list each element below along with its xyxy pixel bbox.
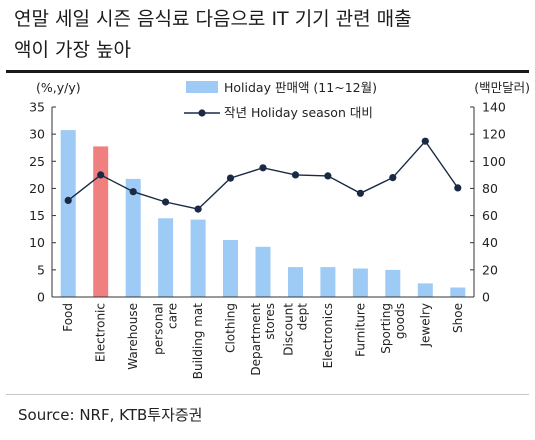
- line-point-furniture: [356, 189, 364, 197]
- right-tick-label: 80: [482, 181, 498, 196]
- bar-personal-care: [158, 218, 174, 297]
- x-tick-label: Clothing: [224, 303, 238, 353]
- x-tick-label: Electronic: [94, 303, 108, 362]
- x-tick-label: Warehouse: [126, 303, 140, 370]
- x-tick-label: Departmentstores: [249, 303, 277, 376]
- x-tick-label-line: Food: [61, 303, 75, 332]
- x-tick-label-line: goods: [393, 303, 407, 339]
- left-tick-label: 10: [29, 235, 45, 250]
- bar-warehouse: [125, 178, 141, 297]
- x-tick-label-line: Building mat: [191, 303, 205, 380]
- x-tick-label: Jewelry: [418, 303, 432, 348]
- left-tick-label: 25: [29, 154, 45, 169]
- bar-building-mat: [190, 219, 206, 297]
- x-tick-label-line: Electronic: [94, 303, 108, 362]
- line-point-department-stores: [259, 164, 267, 172]
- x-tick-label-line: Sporting: [379, 303, 393, 354]
- left-tick-label: 5: [37, 262, 45, 277]
- x-tick-label-line: Jewelry: [418, 303, 432, 348]
- left-tick-label: 15: [29, 208, 45, 223]
- source-note: Source: NRF, KTB투자증권: [18, 406, 203, 424]
- bar-clothing: [223, 240, 238, 297]
- title-divider: [6, 70, 529, 73]
- x-tick-label-line: stores: [263, 303, 277, 340]
- left-tick-label: 20: [29, 181, 45, 196]
- x-tick-label: Food: [61, 303, 75, 332]
- x-tick-label-line: dept: [296, 303, 310, 331]
- legend-bar-label: Holiday 판매액 (11~12월): [224, 80, 377, 95]
- x-tick-label: Building mat: [191, 303, 205, 380]
- bar-discount-dept: [288, 267, 303, 297]
- x-tick-label-line: Clothing: [224, 303, 238, 353]
- x-tick-label-line: Department: [249, 303, 263, 376]
- x-tick-label: personalcare: [152, 303, 180, 355]
- bar-food: [60, 130, 76, 297]
- line-point-electronic: [97, 171, 105, 179]
- line-point-sporting-goods: [389, 174, 397, 182]
- x-tick-label-line: care: [166, 303, 180, 329]
- line-point-food: [64, 196, 72, 204]
- bar-electronic: [93, 146, 109, 297]
- x-tick-label: Sportinggoods: [379, 303, 407, 354]
- x-tick-label: Discountdept: [282, 303, 310, 356]
- page-title: 연말 세일 시즌 음식료 다음으로 IT 기기 관련 매출 액이 가장 높아: [14, 4, 519, 66]
- title-line-1: 연말 세일 시즌 음식료 다음으로 IT 기기 관련 매출: [14, 8, 412, 30]
- x-tick-label: Shoe: [451, 303, 465, 333]
- source-divider: [6, 394, 529, 395]
- line-point-personal-care: [162, 198, 170, 206]
- line-point-jewelry: [421, 137, 429, 145]
- right-axis-label: (백만달러): [474, 80, 530, 95]
- x-tick-label-line: personal: [152, 303, 166, 355]
- line-point-shoe: [454, 184, 462, 192]
- bar-furniture: [352, 268, 368, 297]
- right-tick-label: 20: [482, 262, 498, 277]
- x-tick-label-line: Furniture: [353, 303, 367, 357]
- right-tick-label: 40: [482, 235, 498, 250]
- legend-line-label: 작년 Holiday season 대비: [224, 105, 373, 120]
- line-point-warehouse: [129, 188, 137, 196]
- bar-sporting-goods: [385, 269, 401, 297]
- x-tick-label-line: Discount: [282, 303, 296, 356]
- right-tick-label: 100: [482, 154, 506, 169]
- x-tick-label-line: Warehouse: [126, 303, 140, 370]
- line-point-electronics: [324, 172, 332, 180]
- left-tick-label: 35: [29, 100, 45, 115]
- bar-electronics: [320, 267, 336, 297]
- right-tick-label: 60: [482, 208, 498, 223]
- legend-line-marker: [198, 109, 206, 117]
- line-point-clothing: [226, 174, 235, 182]
- right-tick-label: 0: [482, 290, 490, 305]
- left-axis-label: (%,y/y): [36, 80, 81, 95]
- legend-bar-swatch: [186, 81, 218, 93]
- bar-department-stores: [255, 246, 271, 297]
- left-tick-label: 0: [37, 290, 45, 305]
- bar-jewelry: [417, 283, 433, 297]
- right-tick-label: 140: [482, 100, 506, 115]
- line-point-building-mat: [194, 205, 202, 213]
- line-point-discount-dept: [291, 171, 300, 179]
- x-tick-label-line: Electronics: [321, 303, 335, 368]
- bar-shoe: [450, 287, 466, 297]
- title-line-2: 액이 가장 높아: [14, 39, 131, 61]
- left-tick-label: 30: [29, 127, 45, 142]
- x-tick-label: Electronics: [321, 303, 335, 368]
- right-tick-label: 120: [482, 127, 506, 142]
- x-tick-label-line: Shoe: [451, 303, 465, 333]
- x-tick-label: Furniture: [353, 303, 367, 357]
